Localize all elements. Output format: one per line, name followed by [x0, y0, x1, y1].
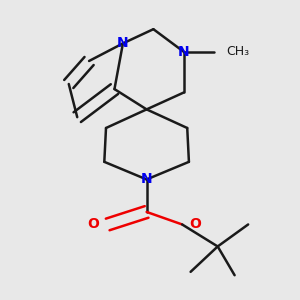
- Text: CH₃: CH₃: [226, 45, 249, 58]
- Text: O: O: [87, 218, 99, 232]
- Text: O: O: [189, 218, 201, 232]
- Text: N: N: [117, 36, 129, 50]
- Text: N: N: [178, 45, 190, 59]
- Text: N: N: [141, 172, 152, 186]
